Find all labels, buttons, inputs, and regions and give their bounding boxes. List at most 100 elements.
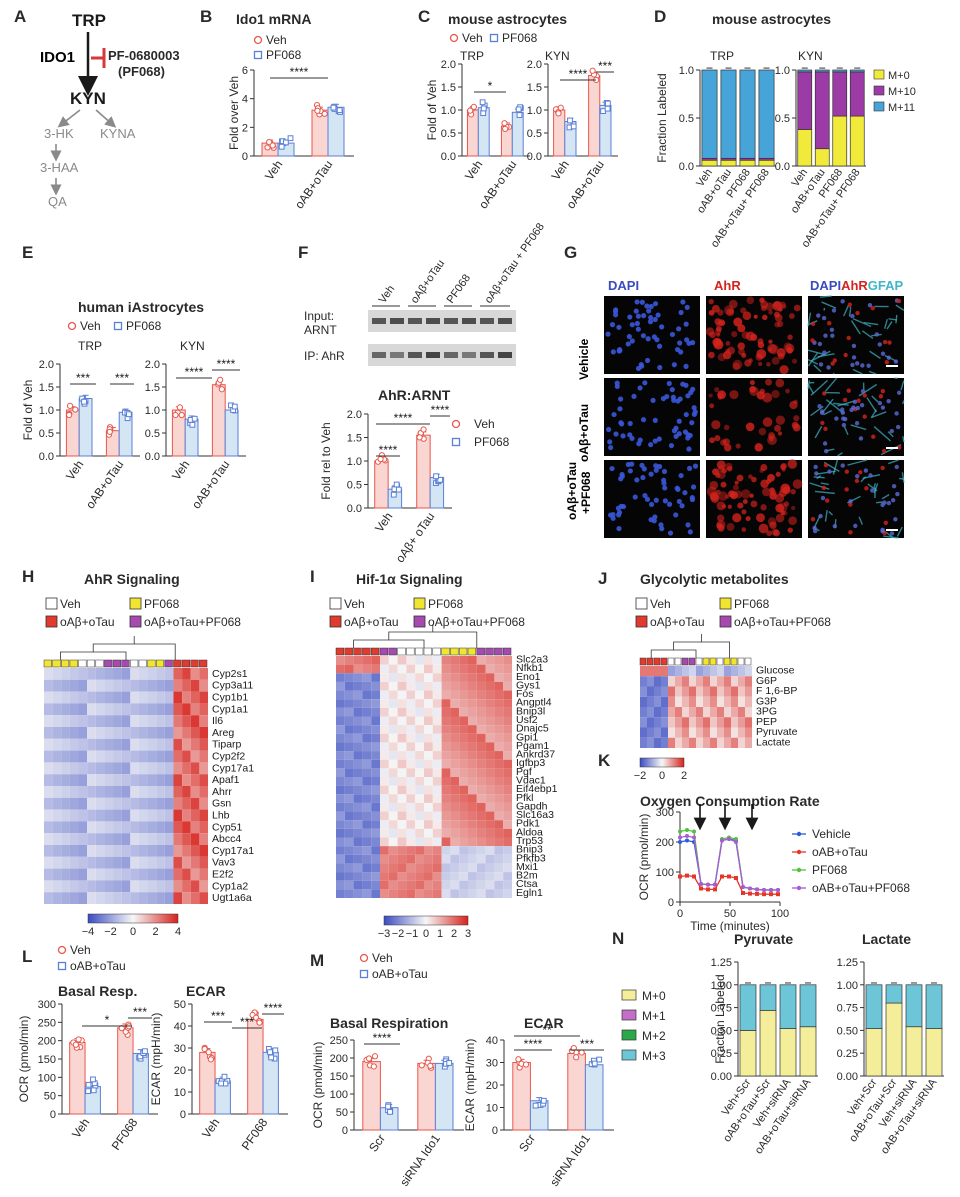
heatmap-cell bbox=[190, 845, 200, 857]
heatmap-cell bbox=[682, 707, 689, 718]
heatmap-cell bbox=[344, 742, 354, 752]
heatmap-cell bbox=[682, 676, 689, 687]
dapi-nucleus bbox=[640, 474, 646, 481]
merge-nucleus bbox=[844, 469, 849, 474]
heatmap-cell bbox=[710, 707, 717, 718]
group-annotation-cell bbox=[164, 659, 173, 668]
heatmap-cell bbox=[336, 699, 345, 708]
y-axis-title: Fraction Labeled bbox=[655, 73, 669, 162]
heatmap-cell bbox=[156, 833, 165, 845]
heatmap-cell bbox=[432, 690, 442, 700]
heatmap-cell bbox=[485, 725, 495, 734]
y-tick-label: 0.5 bbox=[39, 428, 54, 440]
gfap-fiber bbox=[896, 526, 903, 537]
dapi-nucleus bbox=[652, 316, 658, 323]
legend-swatch bbox=[873, 101, 885, 112]
heatmap-cell bbox=[745, 707, 752, 718]
ocr-point bbox=[734, 876, 738, 880]
heatmap-cell bbox=[104, 809, 114, 822]
heatmap-cell bbox=[362, 794, 372, 803]
heatmap-cell bbox=[459, 707, 468, 717]
legend-pf: PF068 bbox=[502, 31, 538, 45]
row-label: Lactate bbox=[756, 736, 791, 748]
merge-nucleus bbox=[889, 531, 895, 536]
heatmap-i: Slc2a3Nfkb1Eno1Gys1FosAngptl4Bnip3lUsf2D… bbox=[335, 624, 558, 940]
merge-nucleus bbox=[854, 420, 860, 426]
heatmap-cell bbox=[406, 707, 416, 717]
heatmap-cell bbox=[182, 868, 191, 881]
heatmap-cell bbox=[640, 737, 647, 748]
heatmap-cell bbox=[485, 777, 495, 786]
heatmap-cell bbox=[689, 707, 696, 718]
merge-nucleus bbox=[842, 397, 848, 403]
group-annotation-cell bbox=[112, 659, 121, 668]
heatmap-cell bbox=[397, 733, 407, 743]
heatmap-cell bbox=[731, 717, 738, 728]
heatmap-cell bbox=[44, 762, 53, 775]
data-point bbox=[189, 421, 196, 428]
row-label: Cyp1a1 bbox=[212, 703, 248, 715]
heatmap-cell bbox=[353, 681, 363, 691]
heatmap-cell bbox=[640, 696, 647, 707]
ahr-signal bbox=[725, 462, 733, 471]
legend-veh: Veh bbox=[266, 33, 287, 47]
y-tick-label: 0.0 bbox=[441, 151, 456, 163]
heatmap-cell bbox=[397, 681, 407, 691]
ahr-signal bbox=[728, 490, 736, 498]
merge-nucleus bbox=[818, 362, 824, 367]
legend-pf: PF068 bbox=[266, 48, 302, 62]
data-point bbox=[137, 1053, 144, 1060]
heatmap-cell bbox=[87, 679, 96, 692]
heatmap-cell bbox=[44, 691, 53, 704]
heatmap-cell bbox=[182, 715, 191, 727]
heatmap-cell bbox=[476, 863, 486, 873]
y-tick-label: 6 bbox=[242, 65, 248, 77]
heatmap-cell bbox=[147, 750, 157, 763]
x-tick-label: 0 bbox=[677, 908, 683, 920]
group-annotation-cell bbox=[104, 659, 113, 668]
stack-segment-m0 bbox=[799, 1026, 817, 1077]
significance-stars: * bbox=[105, 1013, 110, 1027]
heatmap-cell bbox=[344, 716, 354, 726]
heatmap-cell bbox=[503, 820, 512, 829]
heatmap-cell bbox=[113, 679, 122, 692]
data-point bbox=[142, 1048, 148, 1055]
heatmap-cell bbox=[147, 833, 157, 845]
heatmap-cell bbox=[415, 854, 424, 864]
heatmap-cell bbox=[104, 668, 114, 680]
heatmap-cell bbox=[745, 737, 752, 748]
dapi-nucleus bbox=[662, 485, 668, 491]
color-scale-label: 2 bbox=[451, 928, 457, 940]
ahr-signal bbox=[732, 513, 742, 523]
heatmap-cell bbox=[397, 811, 407, 821]
heatmap-cell bbox=[182, 809, 191, 822]
dapi-nucleus bbox=[690, 340, 696, 346]
heatmap-cell bbox=[69, 738, 79, 751]
heatmap-cell bbox=[69, 856, 79, 869]
heatmap-cell bbox=[344, 699, 354, 708]
ahr-signal bbox=[708, 298, 714, 305]
dapi-nucleus bbox=[670, 394, 676, 400]
heatmap-cell bbox=[388, 656, 398, 665]
group-annotation-cell bbox=[121, 659, 130, 668]
heatmap-cell bbox=[138, 762, 148, 775]
x-tick-label: oAB+oTau bbox=[83, 458, 126, 512]
heatmap-cell bbox=[344, 889, 354, 898]
merge-nucleus bbox=[884, 360, 890, 365]
blot-band-input bbox=[444, 318, 458, 324]
heatmap-cell bbox=[406, 664, 416, 674]
ahr-signal bbox=[735, 443, 741, 449]
heatmap-cell bbox=[371, 716, 380, 726]
heatmap-cell bbox=[724, 707, 731, 718]
heatmap-cell bbox=[503, 811, 512, 821]
ahr-signal bbox=[769, 436, 774, 442]
heatmap-cell bbox=[485, 802, 495, 812]
data-point bbox=[393, 481, 400, 488]
dapi-nucleus bbox=[618, 396, 624, 402]
heatmap-cell bbox=[371, 664, 380, 674]
legend-pf-marker bbox=[113, 321, 123, 331]
heatmap-cell bbox=[336, 880, 345, 890]
ocr-point bbox=[755, 891, 759, 896]
ahr-signal bbox=[765, 378, 772, 386]
